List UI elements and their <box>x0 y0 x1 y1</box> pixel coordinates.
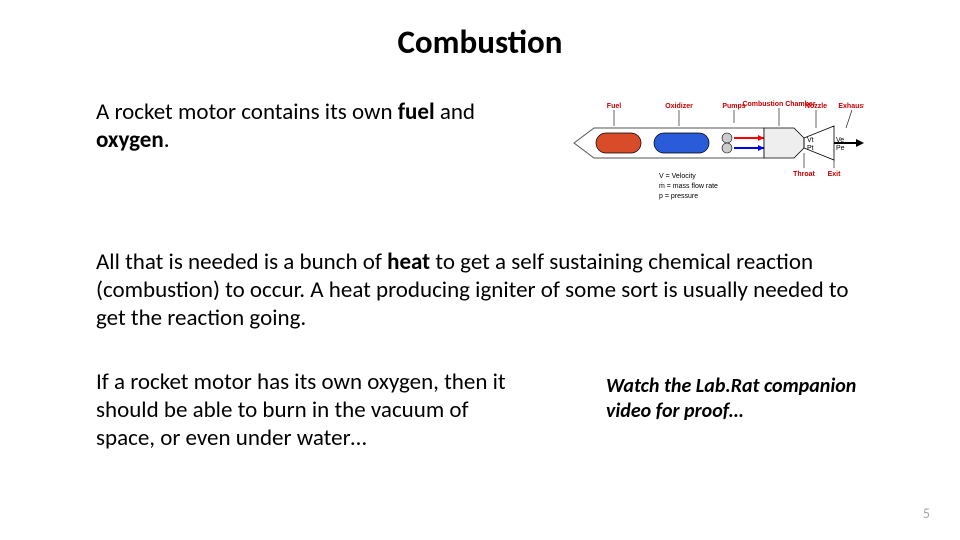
p1-prefix: A rocket motor contains its own <box>96 98 398 126</box>
rocket-engine-diagram: Fuel Oxidizer Pumps Combustion Chamber N… <box>564 98 864 208</box>
diag-label-exhaust: Exhaust <box>838 103 864 110</box>
diag-label-fuel: Fuel <box>607 103 621 110</box>
diag-pt: Pt <box>807 145 814 152</box>
p2-bold-heat: heat <box>387 248 430 276</box>
diag-legend-3: p = pressure <box>659 193 698 200</box>
p1-suffix: . <box>164 126 170 154</box>
p2-prefix: All that is needed is a bunch of <box>96 248 387 276</box>
page-title: Combustion <box>96 22 864 62</box>
paragraph-1: A rocket motor contains its own fuel and… <box>96 98 476 154</box>
diag-vt: Vt <box>807 137 814 144</box>
p1-bold-fuel: fuel <box>398 98 435 126</box>
diag-legend-1: V = Velocity <box>659 173 696 180</box>
fuel-tank <box>596 133 641 153</box>
diag-ve: Ve <box>836 137 844 144</box>
paragraph-2: All that is needed is a bunch of heat to… <box>96 248 864 332</box>
p1-mid: and <box>435 98 475 126</box>
page-number: 5 <box>923 505 930 522</box>
diag-label-nozzle: Nozzle <box>805 103 827 110</box>
diag-legend-2: ṁ = mass flow rate <box>659 183 718 190</box>
diag-label-oxidizer: Oxidizer <box>665 103 693 110</box>
oxidizer-tank <box>654 133 709 153</box>
diag-label-throat: Throat <box>793 171 815 178</box>
paragraph-3: If a rocket motor has its own oxygen, th… <box>96 368 526 452</box>
diag-label-exit: Exit <box>828 171 842 178</box>
p1-bold-oxygen: oxygen <box>96 126 164 154</box>
callout-watch-video: Watch the Lab.Rat companion video for pr… <box>606 374 864 424</box>
diag-pe: Pe <box>836 145 845 152</box>
